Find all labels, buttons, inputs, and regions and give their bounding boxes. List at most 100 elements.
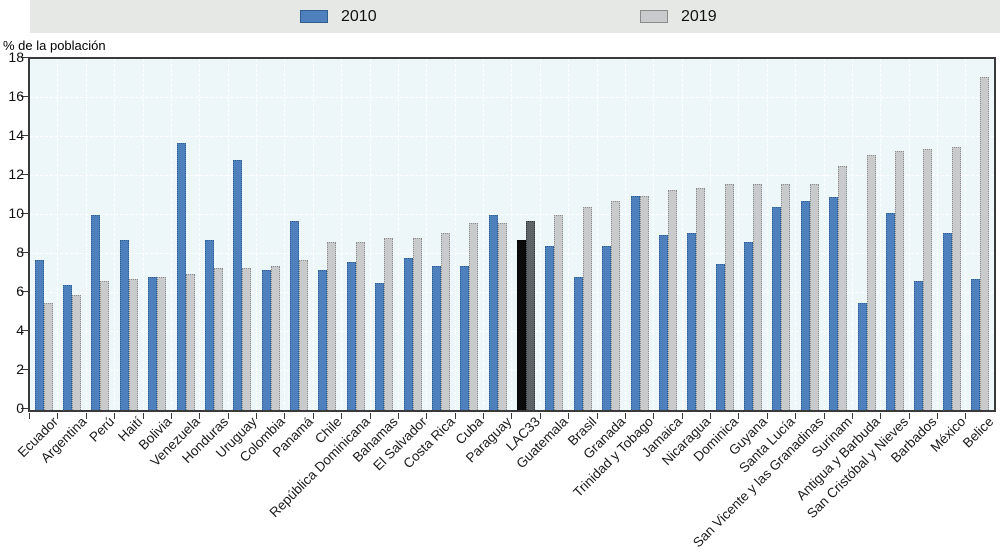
x-tick-mark [369, 413, 371, 419]
bar-2019-Colombia [270, 265, 280, 410]
bar-2019-El Salvador [412, 238, 422, 410]
bar-2019-Ecuador [43, 302, 53, 410]
bar-2010-Surinam [829, 197, 839, 410]
bar-2019-San Vicente y las Granadinas [809, 183, 819, 410]
legend-item-2019: 2019 [640, 0, 717, 33]
bar-2010-Colombia [261, 269, 271, 410]
category-group-Jamaica [653, 59, 683, 419]
x-tick-mark [199, 413, 201, 419]
x-tick-mark [284, 413, 286, 419]
x-tick-mark [426, 413, 428, 419]
category-group-Ecuador [29, 59, 59, 419]
bar-2019-Venezuela [185, 273, 195, 410]
category-group-Honduras [199, 59, 229, 419]
y-tick-mark-10 [21, 212, 28, 214]
bar-2010-Nicaragua [687, 232, 697, 410]
bar-2019-Antigua y Barbuda [866, 154, 876, 410]
bar-2019-Haití [128, 279, 138, 410]
category-group-Argentina [57, 59, 87, 419]
x-tick-mark [114, 413, 116, 419]
bar-2010-Honduras [204, 240, 214, 410]
y-tick-mark-14 [21, 134, 28, 136]
bar-2010-Venezuela [176, 142, 186, 410]
bar-groups [29, 59, 994, 419]
x-tick-mark [256, 413, 257, 419]
y-axis-title: % de la población [3, 38, 106, 53]
x-tick-mark [937, 413, 938, 419]
x-tick-mark [795, 413, 797, 419]
bar-2010-Dominica [715, 263, 725, 410]
legend-label-2010: 2010 [341, 7, 377, 25]
category-group-Paraguay [483, 59, 513, 419]
category-group-El Salvador [397, 59, 428, 419]
x-tick-mark [766, 413, 768, 419]
chart-legend: 2010 2019 [30, 0, 1000, 33]
category-group-México [937, 59, 967, 419]
bar-2010-Chile [318, 269, 328, 410]
bar-2010-LAC33 [517, 240, 527, 410]
bar-2010-Granada [602, 246, 612, 410]
y-tick-mark-0 [21, 407, 28, 409]
bar-2019-Bahamas [384, 238, 394, 410]
x-tick-mark [483, 413, 484, 419]
bar-2019-Guyana [753, 183, 763, 410]
x-tick-mark [568, 413, 570, 419]
category-group-San Cristóbal y Nieves [880, 59, 910, 419]
x-tick-mark [341, 413, 343, 419]
x-tick-mark [142, 413, 144, 419]
category-group-Belice [965, 59, 993, 419]
bar-2019-Uruguay [242, 267, 252, 410]
y-tick-label-4: 4 [16, 322, 24, 338]
bar-2010-Guyana [744, 242, 754, 410]
y-tick-mark-8 [21, 251, 28, 253]
bar-2019-Perú [100, 281, 110, 410]
category-group-Perú [85, 59, 116, 419]
x-tick-mark [227, 413, 229, 419]
x-tick-mark [880, 413, 882, 419]
bar-2019-Surinam [838, 166, 848, 410]
category-group-Colombia [256, 59, 286, 419]
x-tick-mark [965, 413, 967, 419]
x-tick-mark [29, 413, 30, 419]
x-tick-mark [57, 413, 59, 419]
category-group-Bolivia [142, 59, 172, 419]
category-group-Dominica [710, 59, 740, 419]
bar-2010-Argentina [63, 285, 73, 410]
category-group-Santa Lucía [766, 59, 797, 419]
y-tick-label-8: 8 [16, 244, 24, 260]
category-group-Antigua y Barbuda [851, 59, 882, 419]
bar-2019-Argentina [72, 294, 82, 410]
y-tick-label-18: 18 [8, 49, 24, 65]
bar-2019-Chile [327, 242, 337, 410]
bar-2010-Costa Rica [431, 265, 441, 410]
category-group-Trinidad y Tobago [624, 59, 655, 419]
x-axis-label-Perú: Perú [86, 414, 118, 445]
bar-2019-Honduras [213, 267, 223, 410]
bar-2010-San Vicente y las Granadinas [800, 201, 810, 410]
bar-2010-Haití [119, 240, 129, 410]
category-group-LAC33 [511, 59, 541, 419]
y-tick-mark-18 [21, 56, 28, 58]
bar-2019-Granada [611, 201, 621, 410]
y-tick-label-16: 16 [8, 88, 24, 104]
x-tick-mark [908, 413, 910, 419]
bar-2019-Dominica [724, 183, 734, 410]
bar-2010-Panamá [290, 220, 300, 410]
y-tick-label-2: 2 [16, 361, 24, 377]
category-group-Costa Rica [426, 59, 456, 419]
bar-2010-El Salvador [403, 257, 413, 410]
y-tick-mark-4 [21, 329, 28, 331]
legend-item-2010: 2010 [300, 0, 377, 33]
bar-2010-Perú [91, 215, 101, 410]
legend-swatch-2010 [300, 10, 328, 23]
bar-2019-Panamá [299, 259, 309, 410]
bar-2019-Brasil [582, 207, 592, 410]
bar-2010-Jamaica [658, 234, 668, 410]
category-group-San Vicente y las Granadinas [795, 59, 825, 419]
x-tick-mark [851, 413, 853, 419]
bar-2019-Nicaragua [696, 187, 706, 410]
bar-2010-Barbados [914, 281, 924, 410]
x-tick-mark [681, 413, 683, 419]
bar-2010-Trinidad y Tobago [630, 195, 640, 410]
bar-2019-Jamaica [667, 189, 677, 410]
